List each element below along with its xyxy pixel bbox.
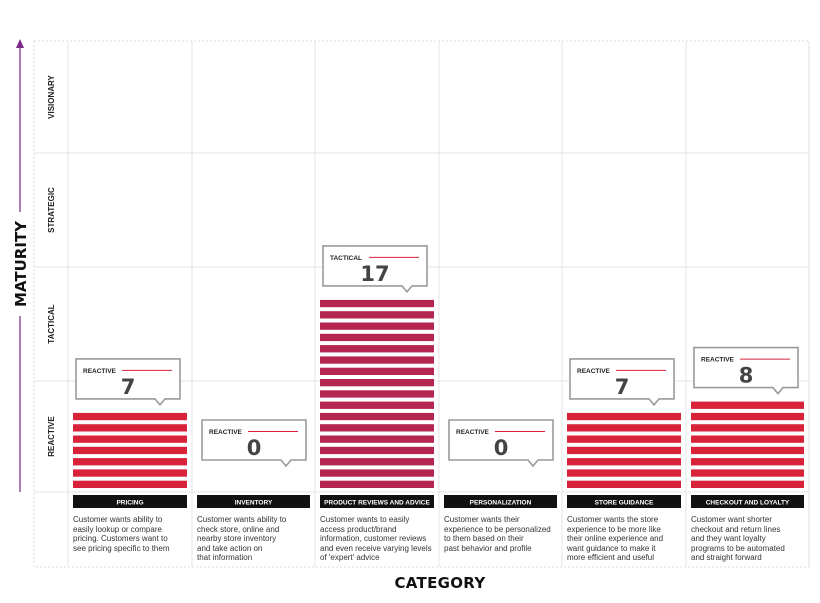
bar-stripe — [73, 480, 187, 488]
category-label: INVENTORY — [197, 495, 310, 508]
bar-stripe — [691, 435, 804, 443]
callout-maturity-label: REACTIVE — [701, 357, 735, 364]
value-callout: REACTIVE 0 — [448, 419, 554, 468]
bar-stripe — [567, 469, 681, 477]
bar-stripe — [73, 458, 187, 466]
category-tick-label: STORE GUIDANCE — [595, 499, 654, 506]
bar-stripe — [320, 356, 434, 364]
category-tick-label: CHECKOUT AND LOYALTY — [706, 499, 790, 506]
bar-stripe — [320, 345, 434, 353]
x-axis-title: CATEGORY — [394, 574, 486, 592]
callout-maturity-label: REACTIVE — [577, 368, 611, 375]
y-axis-title: MATURITY — [12, 220, 30, 307]
bar-stripe — [567, 424, 681, 432]
bar-stripe — [691, 412, 804, 421]
bar-stripe — [320, 333, 434, 342]
bar-stripe — [567, 435, 681, 443]
value-callout: REACTIVE 7 — [569, 358, 675, 407]
bar-stripe — [320, 299, 434, 308]
bar-stripe — [567, 480, 681, 488]
category-label: PERSONALIZATION — [444, 495, 557, 508]
callout-maturity-label: REACTIVE — [456, 429, 490, 436]
y-axis-title-bg — [11, 212, 29, 316]
bar-stripe — [320, 458, 434, 466]
category-description: Customer wants ability to easily lookup … — [73, 515, 170, 553]
data-value-label: 7 — [615, 375, 630, 399]
bar-stripe — [73, 446, 187, 455]
bar-stripe — [567, 412, 681, 421]
bar — [73, 412, 187, 488]
bar-stripe — [73, 435, 187, 443]
callout-maturity-label: TACTICAL — [330, 255, 362, 262]
bar-stripe — [691, 424, 804, 432]
maturity-level-label: TACTICAL — [47, 304, 56, 344]
data-value-label: 7 — [121, 375, 136, 399]
bar-stripe — [320, 401, 434, 409]
bar-stripe — [320, 311, 434, 319]
category-description: Customer wants to easily access product/… — [320, 515, 432, 563]
bar-stripe — [691, 469, 804, 477]
category-label-bg — [444, 495, 557, 508]
callout-maturity-label: REACTIVE — [209, 429, 243, 436]
maturity-level-labels: REACTIVE TACTICAL STRATEGIC VISIONARY — [47, 74, 56, 456]
bar-stripe — [691, 480, 804, 488]
category-label: PRODUCT REVIEWS AND ADVICE — [320, 495, 434, 508]
bar-stripe — [320, 379, 434, 387]
category-tick-label: PRODUCT REVIEWS AND ADVICE — [324, 499, 430, 506]
callout-maturity-label: REACTIVE — [83, 368, 117, 375]
category-description: Customer want shorter checkout and retur… — [691, 515, 785, 563]
bar-stripe — [320, 435, 434, 443]
maturity-level-label: STRATEGIC — [47, 187, 56, 233]
bar-stripe — [320, 367, 434, 375]
category-label: STORE GUIDANCE — [567, 495, 681, 508]
value-callout: REACTIVE 7 — [75, 358, 181, 407]
bar-stripe — [320, 424, 434, 432]
data-value-label: 8 — [739, 364, 754, 388]
bar-stripe — [320, 480, 434, 488]
data-value-label: 0 — [247, 436, 262, 460]
value-callout: REACTIVE 8 — [693, 346, 799, 395]
bar-stripe — [691, 446, 804, 455]
bar-stripe — [320, 469, 434, 477]
category-description: Customer wants ability to check store, o… — [197, 515, 287, 563]
category-label-bg — [320, 495, 434, 508]
y-axis: MATURITY — [11, 39, 30, 492]
category-label-bg — [567, 495, 681, 508]
category-labels: PRICING INVENTORY PRODUCT REVIEWS AND ADVI… — [73, 495, 804, 508]
category-label-bg — [691, 495, 804, 508]
bar-stripe — [73, 424, 187, 432]
category-description: Customer wants their experience to be pe… — [444, 515, 551, 553]
bar-stripe — [567, 458, 681, 466]
data-value-label: 17 — [360, 262, 389, 286]
bar-stripe — [320, 446, 434, 455]
bar — [320, 299, 434, 488]
bar-stripe — [320, 390, 434, 398]
bar-stripe — [320, 322, 434, 330]
maturity-level-label: VISIONARY — [47, 74, 56, 118]
bar-stripe — [691, 458, 804, 466]
category-description: Customer wants the store experience to b… — [567, 515, 664, 563]
bar-stripe — [73, 469, 187, 477]
data-value-label: 0 — [494, 436, 509, 460]
bar-stripe — [567, 446, 681, 455]
bar-stripe — [691, 401, 804, 409]
category-tick-label: INVENTORY — [235, 499, 273, 506]
bar-stripe — [320, 412, 434, 421]
callouts: REACTIVE7REACTIVE0TACTICAL17REACTIVE0REA… — [75, 245, 799, 468]
bar — [691, 401, 804, 488]
value-callout: REACTIVE 0 — [201, 419, 307, 468]
y-axis-arrow-head-icon — [16, 39, 24, 48]
category-tick-label: PERSONALIZATION — [470, 499, 532, 506]
category-label: PRICING — [73, 495, 187, 508]
bars — [73, 299, 804, 488]
category-label: CHECKOUT AND LOYALTY — [691, 495, 804, 508]
maturity-level-label: REACTIVE — [47, 416, 56, 457]
category-label-bg — [197, 495, 310, 508]
bar — [567, 412, 681, 488]
bar-stripe — [73, 412, 187, 421]
category-label-bg — [73, 495, 187, 508]
category-tick-label: PRICING — [116, 499, 143, 506]
